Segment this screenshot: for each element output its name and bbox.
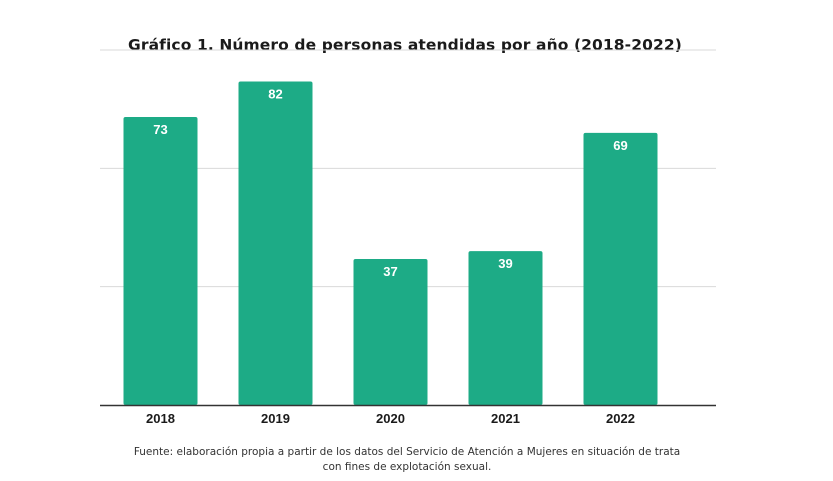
bar-value-label-2020: 37 [383,264,397,279]
labels: 73 2018 82 2019 37 2020 39 2021 69 2022 [146,87,635,426]
x-tick-label-2022: 2022 [606,411,635,426]
x-tick-label-2019: 2019 [261,411,290,426]
x-tick-label-2021: 2021 [491,411,520,426]
bars [123,81,658,406]
x-tick-label-2020: 2020 [376,411,405,426]
bar-2022 [583,132,658,406]
x-tick-label-2018: 2018 [146,411,175,426]
bar-value-label-2021: 39 [498,256,512,271]
source-note-line-2: con fines de explotación sexual. [322,461,492,473]
bar-value-label-2018: 73 [153,122,167,137]
bar-value-label-2019: 82 [268,87,282,102]
bar-2019 [238,81,313,406]
source-note: Fuente: elaboración propia a partir de l… [0,445,814,475]
bar-value-label-2022: 69 [613,138,627,153]
bar-2021 [468,251,543,405]
bar-2020 [353,259,428,405]
source-note-line-1: Fuente: elaboración propia a partir de l… [133,446,681,458]
bar-2018 [123,117,198,406]
